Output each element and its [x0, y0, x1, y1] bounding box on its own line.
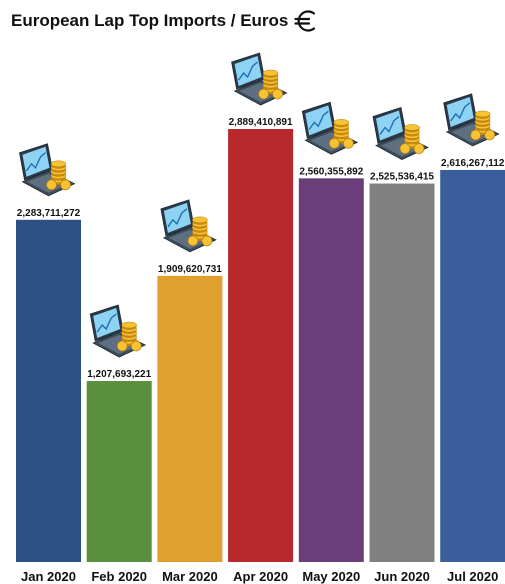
laptop-coins-icon: [89, 304, 147, 358]
bar-apr-2020: [228, 129, 294, 562]
bar-jun-2020: [369, 183, 435, 562]
laptop-coins-icon: [231, 52, 288, 106]
bar-may-2020: [298, 178, 364, 562]
laptop-coins-icon: [160, 199, 217, 253]
bar-value-label: 2,525,536,415: [370, 172, 434, 183]
chart-title-row: European Lap Top Imports / Euros: [11, 9, 318, 33]
chart-title: European Lap Top Imports / Euros: [11, 11, 289, 30]
euro-icon: [294, 10, 316, 32]
bar-value-label: 1,207,693,221: [87, 369, 151, 380]
bar-value-label: 2,616,267,112: [441, 158, 505, 169]
x-tick-label: Jun 2020: [374, 569, 430, 584]
bar-mar-2020: [157, 275, 223, 562]
x-tick-label: Apr 2020: [233, 569, 288, 584]
bar-jul-2020: [440, 169, 505, 562]
bar-value-label: 1,909,620,731: [158, 264, 222, 275]
x-tick-label: Jan 2020: [21, 569, 76, 584]
laptop-coins-icon: [372, 107, 429, 160]
x-tick-label: Feb 2020: [91, 569, 147, 584]
x-tick-label: Jul 2020: [447, 569, 498, 584]
bar-feb-2020: [86, 381, 152, 562]
bar-value-label: 2,283,711,272: [17, 208, 81, 219]
x-tick-label: Mar 2020: [162, 569, 218, 584]
laptop-coins-icon: [443, 93, 500, 147]
x-tick-label: May 2020: [302, 569, 360, 584]
bar-value-label: 2,889,410,891: [229, 117, 293, 128]
bar-jan-2020: [16, 219, 81, 562]
bar-value-label: 2,560,355,892: [299, 166, 363, 177]
laptop-coins-icon: [301, 101, 359, 155]
laptop-coins-icon: [19, 143, 76, 197]
